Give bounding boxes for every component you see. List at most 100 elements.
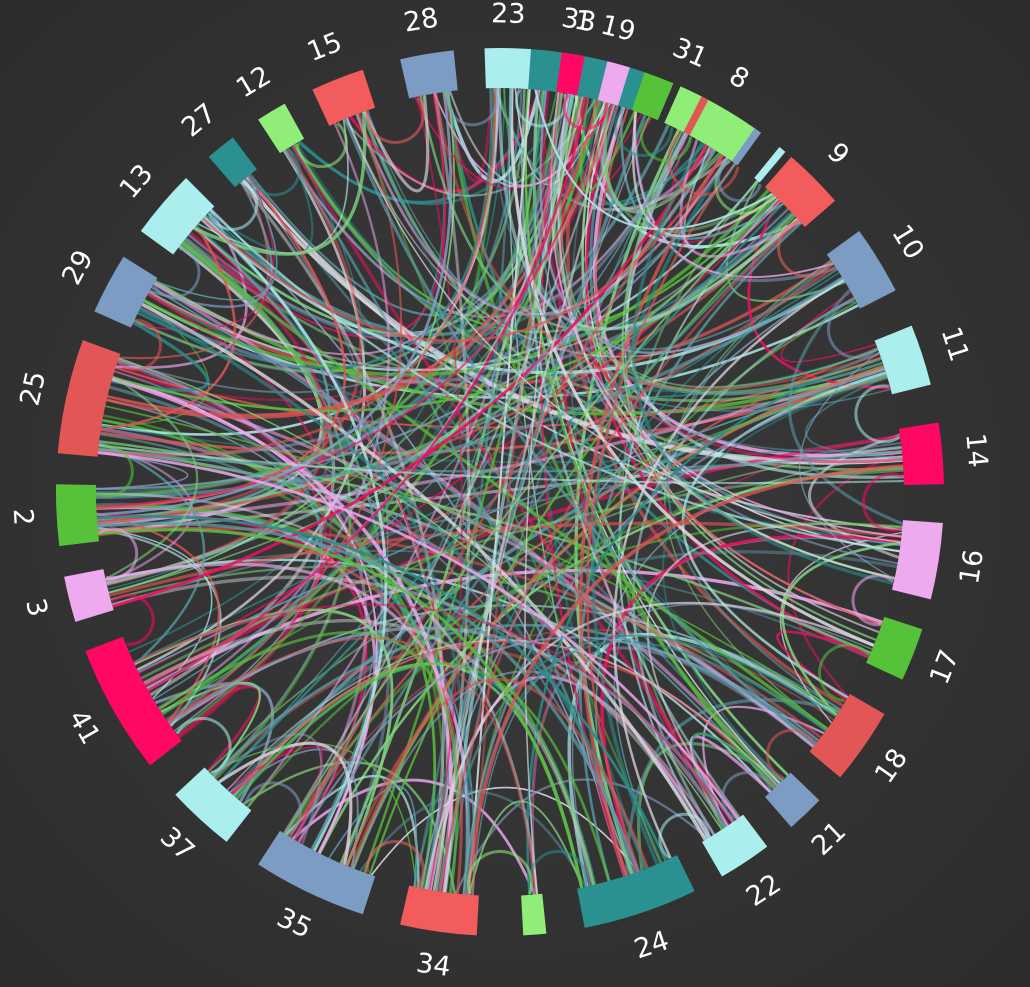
node-label-23: 23 (491, 0, 526, 30)
link-23-14 (489, 88, 902, 452)
node-label-35: 35 (272, 902, 316, 945)
link-24-9 (578, 221, 803, 882)
node-arc-41[interactable] (85, 636, 182, 766)
node-label-3: 3 (19, 596, 53, 620)
self-loop-17 (818, 643, 870, 703)
link-3-1 (106, 102, 610, 584)
self-loop-10 (827, 300, 878, 360)
node-arc-n12[interactable] (521, 893, 547, 936)
node-arc-9[interactable] (765, 156, 836, 227)
node-arc-21[interactable] (765, 772, 820, 828)
link-24-8 (578, 153, 725, 877)
link-1-34 (432, 106, 625, 891)
node-label-21: 21 (806, 816, 852, 862)
node-arc-37[interactable] (175, 767, 252, 842)
node-arc-14[interactable] (899, 422, 944, 485)
node-arc-n32[interactable] (754, 146, 786, 183)
node-label-37: 37 (154, 821, 200, 867)
link-13-25 (100, 224, 237, 431)
link-34-18 (438, 634, 837, 892)
link-18-24 (567, 632, 838, 887)
link-1-15 (349, 89, 542, 193)
node-arc-23[interactable] (484, 47, 531, 89)
node-arc-16[interactable] (891, 520, 943, 600)
self-loop-16 (851, 574, 894, 627)
link-9-1 (534, 89, 774, 231)
node-arc-17[interactable] (866, 616, 923, 680)
node-arc-15[interactable] (312, 69, 376, 126)
link-25-18 (105, 405, 839, 714)
link-13-8 (201, 154, 725, 343)
link-41-8 (153, 132, 686, 701)
link-14-24 (595, 455, 903, 877)
node-arc-8[interactable] (664, 86, 761, 166)
link-1-10 (539, 90, 844, 354)
self-loop-18 (765, 728, 816, 780)
self-loop-12 (295, 122, 348, 169)
link-34-9 (439, 219, 801, 892)
link-16-37 (229, 550, 898, 795)
link-18-16 (781, 541, 901, 717)
link-16-1 (533, 89, 898, 565)
node-label-25: 25 (14, 368, 52, 408)
node-arc-2[interactable] (55, 484, 100, 547)
link-34-27 (239, 181, 446, 890)
node-label-22: 22 (741, 868, 787, 913)
link-10-31 (633, 111, 834, 278)
node-arc-12[interactable] (258, 103, 305, 154)
link-14-25 (101, 424, 901, 464)
node-arc-11[interactable] (874, 325, 931, 395)
link-24-10 (612, 278, 845, 859)
link-21-28 (445, 91, 779, 787)
node-label-31: 31 (668, 32, 712, 74)
node-arc-18[interactable] (809, 694, 885, 778)
link-35-9 (368, 215, 796, 875)
self-loop-n12 (467, 849, 533, 895)
node-arc-10[interactable] (826, 231, 896, 309)
node-arc-35[interactable] (258, 830, 376, 915)
link-41-37 (160, 681, 262, 778)
link-1-28 (443, 89, 541, 183)
node-arc-n31[interactable] (731, 128, 761, 166)
self-loop-11 (854, 384, 901, 444)
node-arc-n30[interactable] (683, 96, 709, 136)
link-15-28 (363, 94, 430, 193)
node-label-9: 9 (821, 137, 855, 171)
link-41-11 (162, 375, 888, 715)
link-11-10 (780, 291, 877, 363)
node-arc-13[interactable] (140, 178, 215, 255)
link-21-37 (226, 639, 779, 791)
link-34-22 (454, 778, 709, 895)
self-loop-29 (152, 246, 201, 299)
link-2-10 (96, 276, 844, 500)
link-15-14 (362, 111, 904, 471)
node-arc-29[interactable] (94, 256, 158, 328)
link-1-14 (541, 90, 903, 464)
node-arc-24[interactable] (577, 855, 695, 928)
node-arc-34[interactable] (400, 885, 479, 936)
link-9-2 (97, 217, 799, 524)
link-8-3 (112, 144, 709, 608)
node-arc-22[interactable] (702, 814, 768, 877)
link-9-41 (138, 200, 781, 675)
node-arc-27[interactable] (208, 137, 257, 188)
node-arc-19[interactable] (597, 61, 630, 106)
link-16-10 (788, 288, 904, 526)
node-label-15: 15 (303, 27, 346, 68)
link-1-34 (442, 94, 575, 893)
node-arc-3[interactable] (64, 569, 114, 622)
link-2-41 (96, 512, 220, 723)
link-24-35 (370, 786, 639, 876)
link-34-41 (157, 631, 459, 894)
link-13-15 (197, 119, 349, 254)
node-arc-28[interactable] (400, 50, 458, 99)
node-arc-31[interactable] (631, 72, 674, 121)
node-arc-25[interactable] (57, 340, 121, 457)
link-34-13 (194, 224, 471, 895)
node-arc-33[interactable] (556, 52, 585, 96)
link-35-11 (349, 365, 885, 869)
link-2-24 (97, 521, 640, 873)
link-25-13 (115, 209, 248, 369)
self-loop-34 (365, 840, 425, 888)
link-17-8 (621, 130, 877, 641)
